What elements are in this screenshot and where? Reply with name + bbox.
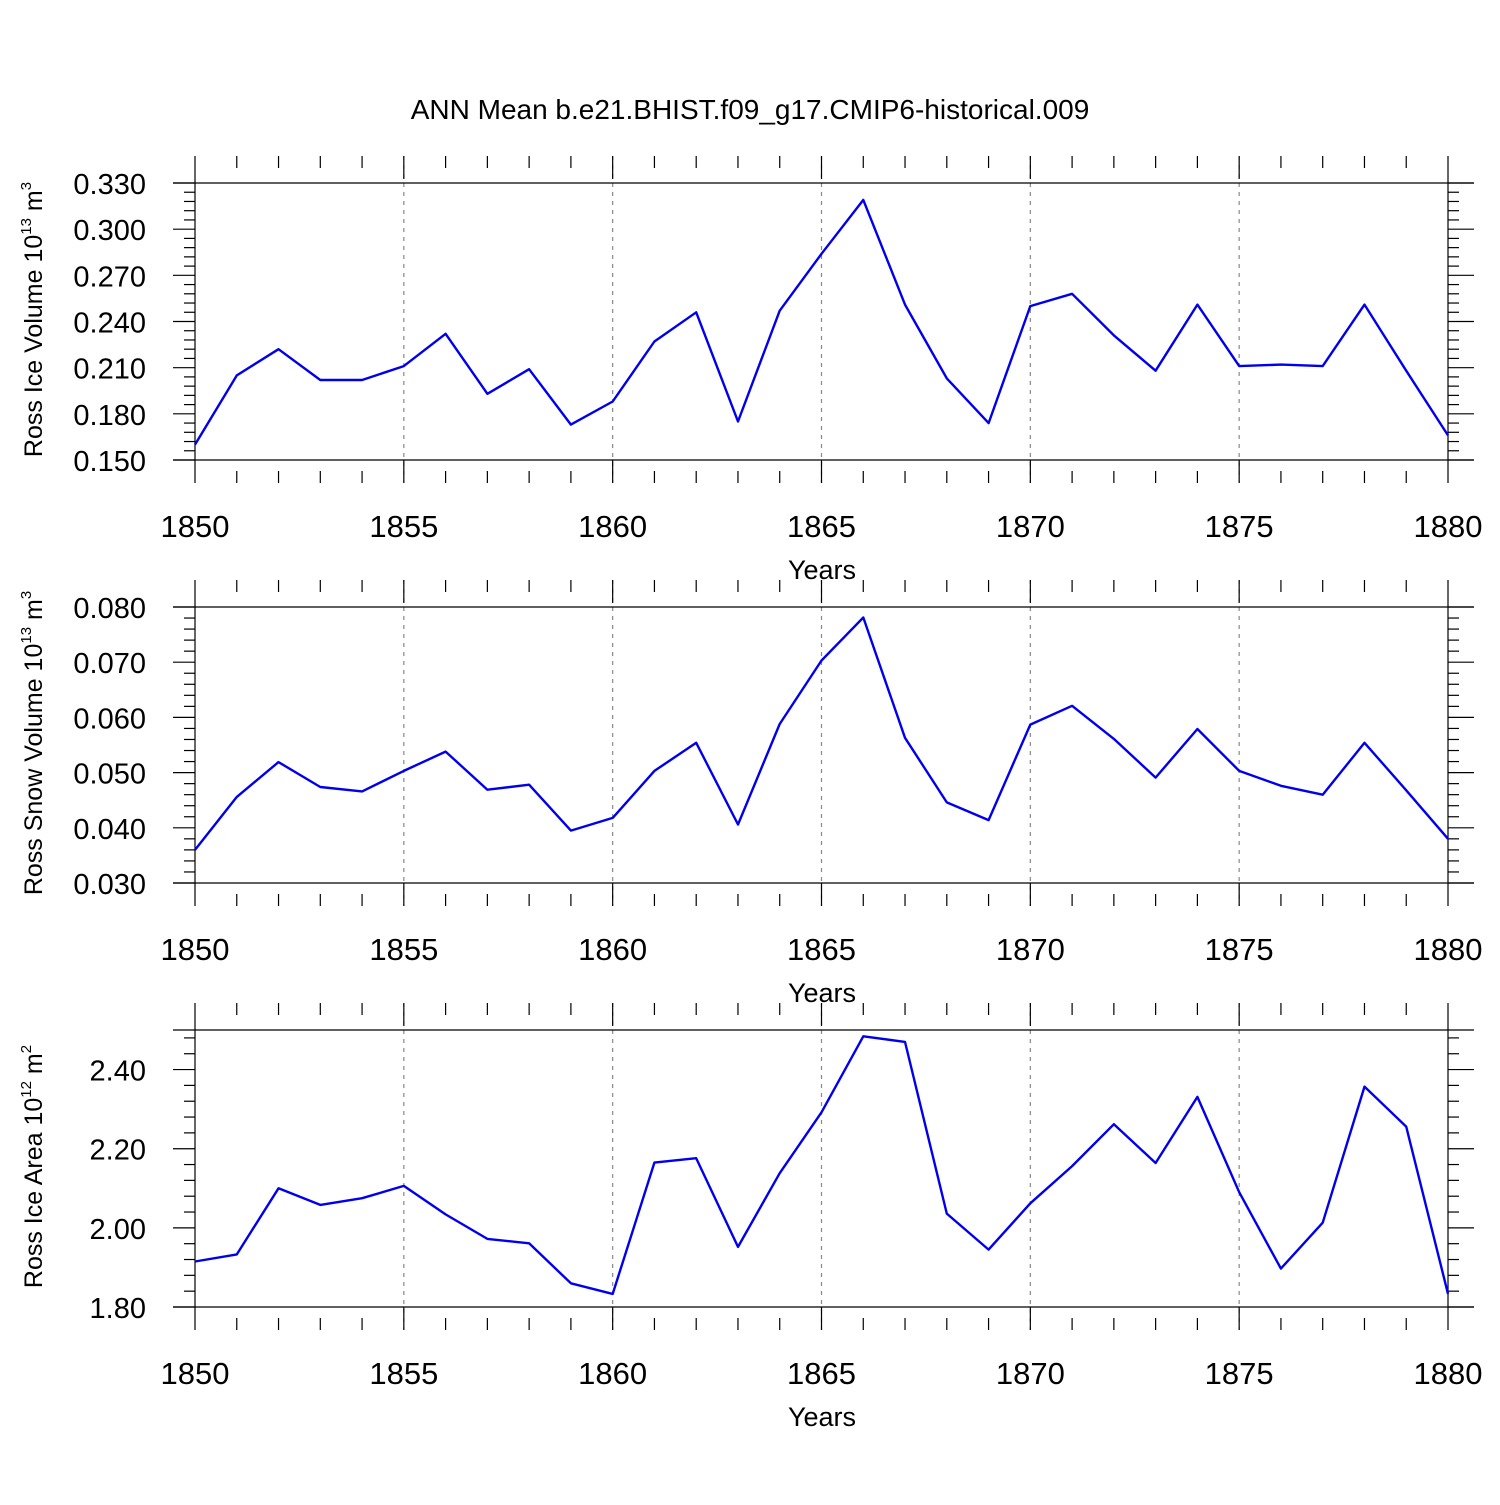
x-tick-label: 1870 xyxy=(996,932,1065,967)
y-tick-label: 0.330 xyxy=(73,169,146,201)
y-tick-label: 0.210 xyxy=(73,354,146,386)
y-tick-label: 0.060 xyxy=(73,703,146,735)
y-axis-label: Ross Snow Volume 1013 m3 xyxy=(18,591,48,895)
y-tick-label: 0.040 xyxy=(73,814,146,846)
x-tick-label: 1870 xyxy=(996,1356,1065,1391)
panel-3: 1.80 2.00 2.20 2.40 1850 1855 1860 1865 1870 1875… xyxy=(18,1003,1482,1432)
y-tick-label: 0.270 xyxy=(73,261,146,293)
x-tick-label: 1875 xyxy=(1205,509,1274,544)
panel-1: 0.150 0.180 0.210 0.240 0.270 0.300 0.330 1850 1… xyxy=(18,156,1482,585)
y-tick-label: 2.40 xyxy=(90,1056,146,1088)
y-axis-label: Ross Ice Volume 1013 m3 xyxy=(18,182,48,457)
x-tick-label: 1880 xyxy=(1414,932,1483,967)
x-tick-label: 1860 xyxy=(578,1356,647,1391)
x-tick-label: 1850 xyxy=(161,1356,230,1391)
y-tick-label: 0.300 xyxy=(73,215,146,247)
y-tick-label: 0.080 xyxy=(73,593,146,625)
y-axis-label: Ross Ice Area 1012 m2 xyxy=(18,1045,48,1288)
series-line xyxy=(193,198,1450,446)
y-tick-label: 0.050 xyxy=(73,759,146,791)
x-tick-label: 1855 xyxy=(369,1356,438,1391)
x-axis-label: Years xyxy=(788,1402,856,1432)
x-tick-label: 1860 xyxy=(578,932,647,967)
y-tick-label: 0.180 xyxy=(73,400,146,432)
x-tick-label: 1855 xyxy=(369,509,438,544)
y-tick-label: 0.150 xyxy=(73,446,146,478)
x-tick-label: 1880 xyxy=(1414,1356,1483,1391)
series-line xyxy=(194,616,1449,851)
x-tick-label: 1865 xyxy=(787,1356,856,1391)
figure-title: ANN Mean b.e21.BHIST.f09_g17.CMIP6-histo… xyxy=(411,94,1090,125)
x-tick-label: 1875 xyxy=(1205,932,1274,967)
series-line xyxy=(194,1035,1450,1296)
y-tick-label: 1.80 xyxy=(90,1293,146,1325)
y-tick-label: 2.00 xyxy=(90,1214,146,1246)
y-tick-label: 0.240 xyxy=(73,308,146,340)
x-tick-label: 1875 xyxy=(1205,1356,1274,1391)
x-tick-label: 1870 xyxy=(996,509,1065,544)
y-tick-label: 0.030 xyxy=(73,869,146,901)
x-tick-label: 1850 xyxy=(161,509,230,544)
x-tick-label: 1855 xyxy=(369,932,438,967)
panel-2: 0.030 0.040 0.050 0.060 0.070 0.080 1850 1855 18… xyxy=(18,580,1482,1008)
x-tick-label: 1850 xyxy=(161,932,230,967)
x-tick-label: 1860 xyxy=(578,509,647,544)
x-tick-label: 1865 xyxy=(787,932,856,967)
x-tick-label: 1880 xyxy=(1414,509,1483,544)
y-tick-label: 0.070 xyxy=(73,648,146,680)
y-tick-label: 2.20 xyxy=(90,1135,146,1167)
x-tick-label: 1865 xyxy=(787,509,856,544)
